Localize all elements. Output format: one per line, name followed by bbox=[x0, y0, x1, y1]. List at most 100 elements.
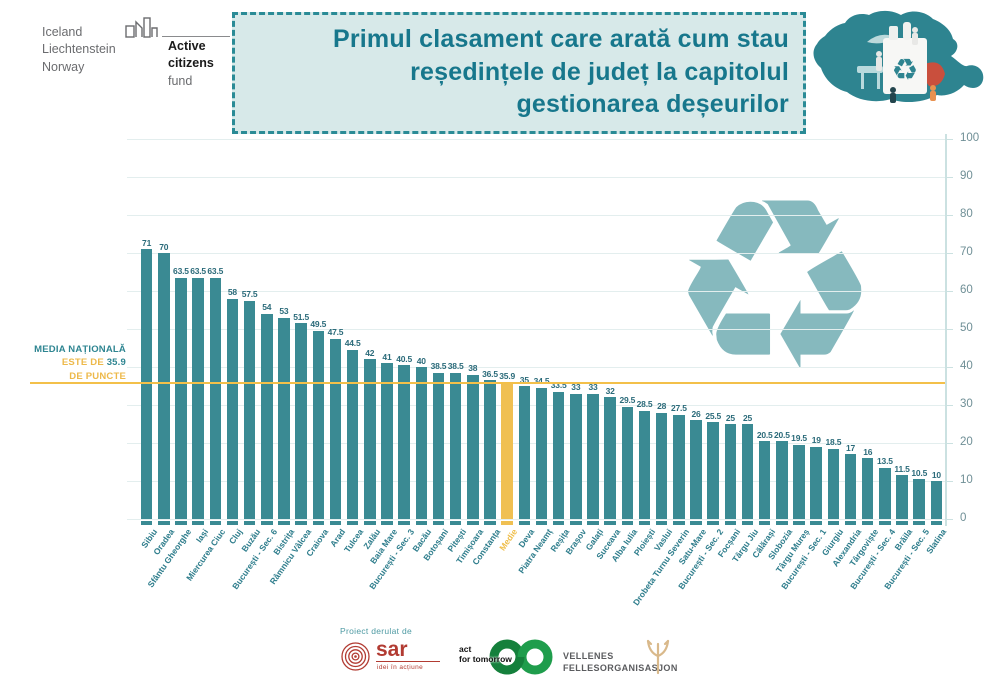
bar-value-label: 29.5 bbox=[619, 395, 636, 406]
x-axis-tick bbox=[432, 520, 445, 525]
bar-Alexandria bbox=[844, 454, 857, 519]
bar-value-label: 11.5 bbox=[894, 463, 910, 474]
x-axis-tick bbox=[364, 520, 376, 525]
page-title: Primul clasament care arată cum stau reș… bbox=[249, 23, 789, 121]
bar-Tulcea bbox=[346, 349, 359, 519]
y-axis-label: 90 bbox=[960, 170, 973, 182]
bar-Medie bbox=[501, 382, 513, 519]
people-figures bbox=[876, 27, 936, 103]
bar-Drobeta Turnu Severin bbox=[673, 414, 685, 519]
y-axis-label: 20 bbox=[960, 436, 973, 448]
y-axis-tick bbox=[945, 442, 953, 444]
bar-value-label: 63.5 bbox=[190, 266, 206, 277]
x-axis-tick bbox=[243, 520, 256, 525]
bar-value-label: 49.5 bbox=[310, 319, 327, 330]
y-axis-tick bbox=[945, 290, 953, 292]
x-axis-tick bbox=[552, 520, 565, 525]
bar-Craiova bbox=[312, 330, 325, 519]
x-axis-tick bbox=[312, 520, 325, 525]
act-for-tomorrow-logo: act for tomorrow bbox=[455, 636, 585, 680]
bar-value-label: 13.5 bbox=[877, 456, 893, 467]
x-axis-tick bbox=[913, 520, 925, 525]
x-axis-tick bbox=[879, 520, 891, 525]
y-axis-label: 0 bbox=[960, 512, 967, 524]
bar-Bacău bbox=[415, 367, 428, 519]
x-axis-tick bbox=[381, 520, 393, 525]
gridline bbox=[127, 290, 945, 292]
bar-Focșani bbox=[724, 424, 737, 519]
x-axis-tick bbox=[140, 520, 153, 525]
red-plant-decoration bbox=[923, 62, 945, 87]
bar-value-label: 47.5 bbox=[327, 327, 344, 337]
recycle-bin-illustration: ♻ bbox=[883, 22, 927, 94]
x-axis-tick bbox=[587, 520, 599, 525]
bar-value-label: 38.5 bbox=[430, 361, 447, 372]
x-axis-tick bbox=[673, 520, 685, 525]
sar-underline bbox=[376, 661, 440, 662]
x-axis-tick bbox=[158, 520, 170, 525]
bar-Iași bbox=[192, 277, 204, 519]
y-axis-label: 70 bbox=[960, 246, 973, 258]
x-axis-tick bbox=[467, 520, 479, 525]
eea-grants-logo: Iceland Liechtenstein Norway Active citi… bbox=[38, 16, 230, 88]
x-axis-tick bbox=[175, 520, 187, 525]
bar-value-label: 71 bbox=[142, 237, 152, 248]
x-axis-tick bbox=[192, 520, 204, 525]
x-axis-tick bbox=[690, 520, 702, 525]
bar-Târgu Jiu bbox=[741, 424, 754, 519]
sar-tagline: idei în acțiune bbox=[377, 664, 424, 671]
country-norway: Norway bbox=[42, 59, 85, 74]
bar-value-label: 54 bbox=[262, 302, 272, 313]
average-annotation-line1: MEDIA NAȚIONALĂ bbox=[34, 344, 126, 355]
bar-value-label: 51.5 bbox=[293, 311, 309, 322]
bar-value-label: 70 bbox=[159, 241, 169, 252]
bar-value-label: 19.5 bbox=[791, 433, 807, 444]
bar-value-label: 41 bbox=[382, 351, 392, 362]
y-axis-label: 80 bbox=[960, 208, 973, 220]
x-axis-tick bbox=[415, 520, 428, 525]
title-line-3: gestionarea deșeurilor bbox=[516, 90, 789, 118]
bar-value-label: 10.5 bbox=[911, 467, 928, 478]
vellenes-anchor-icon bbox=[644, 636, 672, 681]
bar-value-label: 34.5 bbox=[525, 376, 559, 386]
bar-Călărași bbox=[758, 441, 771, 519]
bar-Târgu Mureș bbox=[793, 444, 805, 519]
bar-value-label: 25 bbox=[743, 412, 753, 423]
average-annotation-value: 35.9 bbox=[106, 357, 126, 369]
bar-Ploiești bbox=[638, 410, 651, 519]
bar-Oradea bbox=[158, 253, 170, 519]
y-axis-tick bbox=[945, 328, 953, 330]
svg-text:♻: ♻ bbox=[892, 53, 919, 88]
bar-București - Sec. 5 bbox=[913, 479, 925, 519]
y-axis-label: 10 bbox=[960, 474, 973, 486]
title-line-2: reședințele de județ la capitolul bbox=[410, 57, 789, 86]
vellenes-logo: VELLENES FELLESORGANISASJON bbox=[563, 651, 678, 674]
x-axis-tick bbox=[741, 520, 754, 525]
bar-Botoșani bbox=[432, 372, 445, 519]
y-axis-label: 40 bbox=[960, 360, 973, 372]
x-axis-tick bbox=[295, 520, 307, 525]
country-iceland: Iceland bbox=[42, 25, 83, 39]
gridline bbox=[127, 518, 945, 520]
bar-Târgoviște bbox=[861, 458, 874, 519]
bar-value-label: 63.5 bbox=[207, 266, 224, 277]
sar-logo: sar bbox=[376, 638, 408, 661]
eea-countries-label: Iceland Liechtenstein Norway bbox=[42, 24, 116, 76]
bar-București - Sec. 3 bbox=[398, 365, 410, 519]
bar-value-label: 38 bbox=[468, 363, 478, 374]
bar-value-label: 40.5 bbox=[396, 353, 412, 364]
x-axis-tick bbox=[827, 520, 840, 525]
x-axis-tick bbox=[278, 520, 290, 525]
bar-Satu-Mare bbox=[690, 420, 702, 519]
bar-value-label: 42 bbox=[365, 347, 375, 358]
program-word-citizens: citizens bbox=[168, 56, 214, 71]
x-axis-tick bbox=[930, 520, 943, 525]
bar-value-label: 38.5 bbox=[447, 361, 464, 372]
bar-Reșița bbox=[552, 391, 565, 519]
x-axis-tick bbox=[810, 520, 822, 525]
bar-value-label: 44.5 bbox=[344, 338, 361, 349]
bar-Giurgiu bbox=[827, 448, 840, 519]
bar-Sibiu bbox=[140, 249, 153, 519]
bar-value-label: 20.5 bbox=[774, 429, 790, 440]
